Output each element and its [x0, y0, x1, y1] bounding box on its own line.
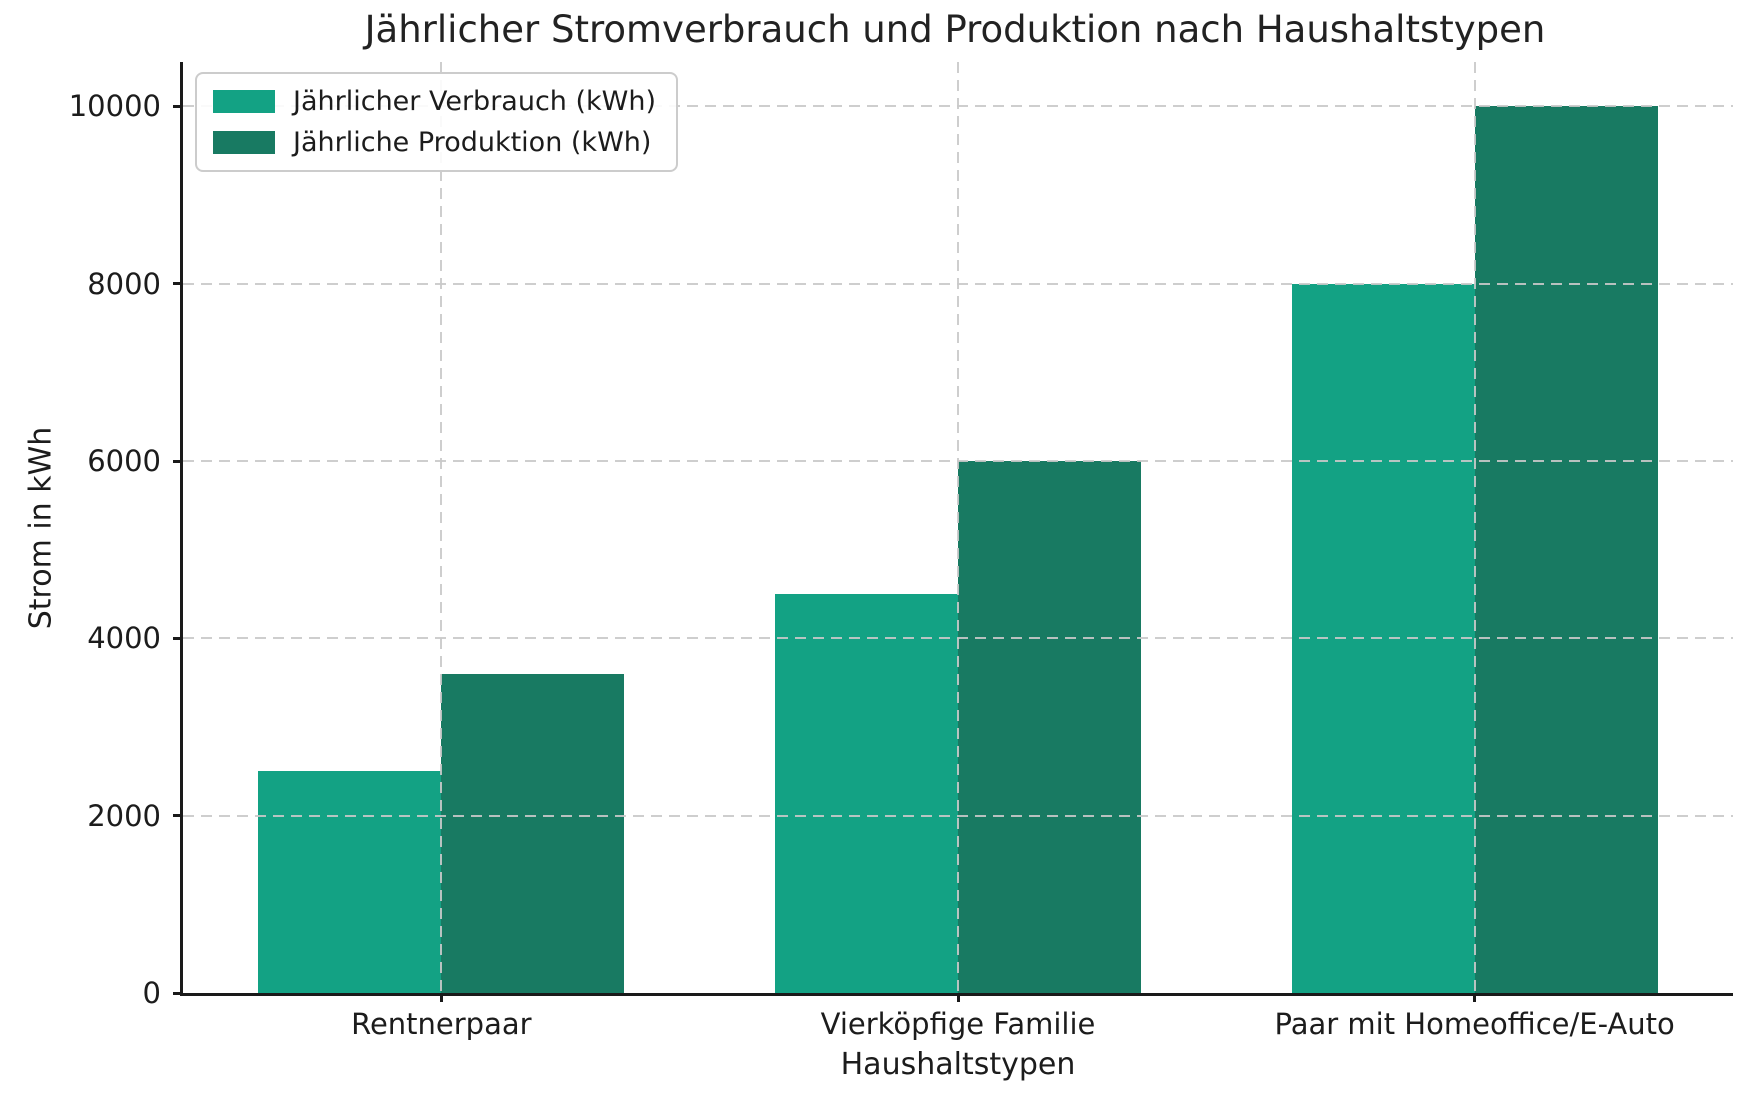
- x-tick: [956, 993, 960, 1002]
- chart-title: Jährlicher Stromverbrauch und Produktion…: [364, 8, 1546, 51]
- y-tick-label: 4000: [87, 621, 161, 656]
- y-tick: [173, 814, 183, 818]
- x-gridline: [1473, 62, 1476, 993]
- bar-produktion: [958, 461, 1141, 993]
- bar-verbrauch: [258, 771, 442, 993]
- x-axis-label: Haushaltstypen: [840, 1047, 1076, 1082]
- x-gridline: [957, 62, 959, 993]
- x-tick-label: Vierköpfige Familie: [820, 1007, 1096, 1041]
- bar-verbrauch: [775, 594, 958, 993]
- y-axis-label: Strom in kWh: [23, 426, 59, 629]
- legend: Jährlicher Verbrauch (kWh) Jährliche Pro…: [195, 72, 679, 172]
- x-tick-label: Paar mit Homeoffice/E-Auto: [1274, 1007, 1675, 1041]
- x-tick-label: Rentnerpaar: [351, 1007, 532, 1041]
- x-tick: [439, 993, 443, 1002]
- x-gridline: [440, 62, 443, 993]
- legend-item-produktion: Jährliche Produktion (kWh): [213, 127, 656, 158]
- legend-swatch-verbrauch-icon: [213, 90, 275, 113]
- y-tick: [173, 104, 183, 108]
- y-tick-label: 2000: [87, 798, 161, 833]
- y-tick: [173, 459, 183, 463]
- y-tick: [173, 636, 183, 640]
- plot-area: Strom in kWh Haushaltstypen Jährlicher V…: [24, 62, 1733, 1082]
- y-tick-label: 6000: [87, 444, 161, 478]
- legend-label-verbrauch: Jährlicher Verbrauch (kWh): [293, 86, 657, 117]
- legend-label-produktion: Jährliche Produktion (kWh): [293, 127, 652, 158]
- bar-produktion: [1474, 106, 1658, 993]
- y-tick: [173, 282, 183, 286]
- y-tick-label: 8000: [87, 266, 161, 301]
- y-tick-label: 0: [142, 976, 161, 1010]
- y-tick: [173, 991, 183, 995]
- y-tick-label: 10000: [68, 89, 161, 124]
- legend-item-verbrauch: Jährlicher Verbrauch (kWh): [213, 86, 656, 117]
- x-tick: [1473, 993, 1477, 1002]
- bar-produktion: [441, 673, 625, 993]
- legend-swatch-produktion-icon: [213, 131, 275, 154]
